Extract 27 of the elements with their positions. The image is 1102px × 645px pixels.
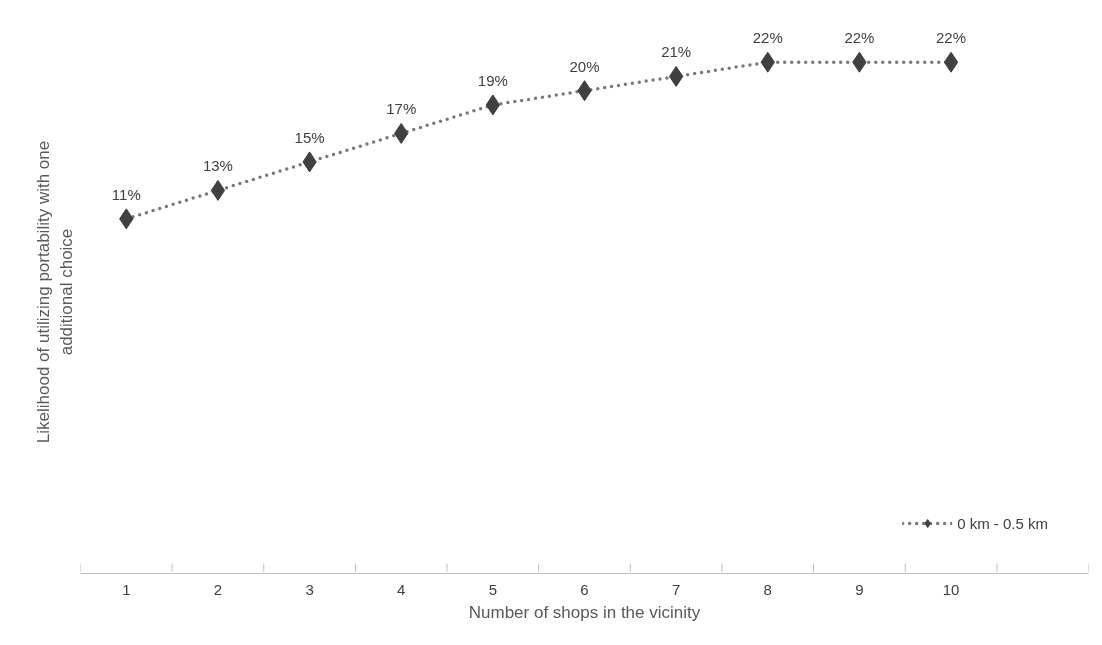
point [943,51,959,73]
data-label: 21% [661,43,692,61]
data-label: 15% [294,128,325,146]
data-label: 22% [752,29,783,47]
data-label: 11% [111,185,141,203]
y-axis-title: Likelihood of utilizing portability with one additional choice [33,140,76,444]
legend-label: 0 km - 0.5 km [957,514,1048,532]
x-tick-label: 5 [488,580,498,598]
x-tick-label: 9 [855,580,864,598]
point [668,65,684,87]
data-label: 19% [477,71,508,89]
x-tick-label: 3 [305,580,314,598]
x-tick-label: 8 [763,580,772,598]
x-tick-label: 1 [122,580,131,598]
data-label: 17% [386,100,417,118]
point [485,94,501,116]
data-label: 22% [844,29,875,47]
data-label: 20% [569,57,600,75]
x-tick-label: 7 [671,580,681,598]
x-tick-label: 6 [580,580,589,598]
point [210,179,226,201]
x-tick-label: 10 [942,580,960,598]
data-label: 13% [202,157,233,175]
x-axis-title: Number of shops in the vicinity [468,602,701,622]
x-tick-label: 4 [397,580,406,598]
x-tick-label: 2 [213,580,223,598]
data-label: 22% [936,29,967,47]
